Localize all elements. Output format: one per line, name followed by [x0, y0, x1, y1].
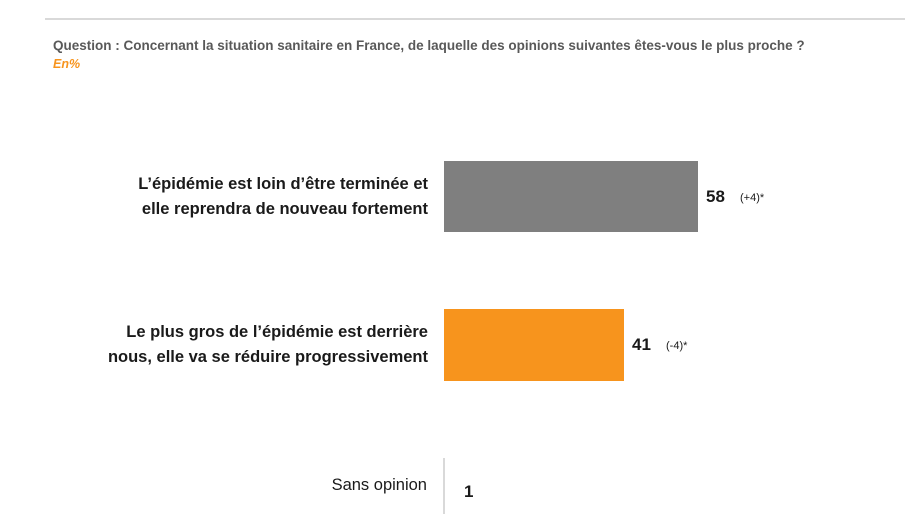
category-label: L’épidémie est loin d’être terminée et e…	[98, 172, 428, 222]
change-label: (+4)*	[740, 192, 765, 204]
category-label-line: Le plus gros de l’épidémie est derrière	[126, 323, 428, 341]
axis-line	[443, 458, 445, 514]
category-label: Sans opinion	[331, 476, 427, 494]
category-label-line: L’épidémie est loin d’être terminée et	[138, 175, 428, 193]
value-label: 41	[632, 335, 651, 354]
bar-plus-gros-derriere	[444, 309, 624, 381]
question-title: Question : Concernant la situation sanit…	[53, 38, 805, 53]
unit-label: En%	[53, 57, 81, 71]
value-label: 1	[464, 482, 474, 501]
value-label: 58	[706, 187, 725, 206]
category-label: Le plus gros de l’épidémie est derrière …	[98, 320, 428, 370]
category-label-line: nous, elle va se réduire progressivement	[107, 348, 428, 366]
header-divider	[45, 18, 905, 20]
category-label-line: elle reprendra de nouveau fortement	[141, 200, 428, 218]
change-label: (-4)*	[666, 340, 688, 352]
bar-epidemie-loin-terminee	[444, 161, 698, 232]
